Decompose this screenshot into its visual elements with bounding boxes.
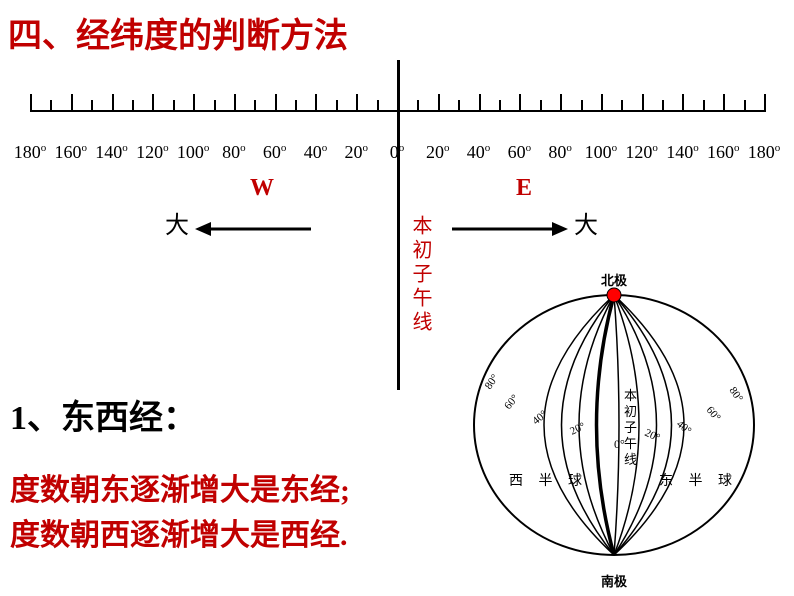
- scale-tick-minor: [581, 100, 583, 112]
- scale-tick-minor: [703, 100, 705, 112]
- scale-tick-minor: [377, 100, 379, 112]
- west-arrow-icon: [193, 217, 313, 241]
- scale-tick: [71, 94, 73, 112]
- scale-tick-minor: [662, 100, 664, 112]
- subtitle-text: 1、东西经：: [10, 400, 197, 437]
- west-big-label: 大: [165, 213, 189, 239]
- north-pole-label: 北极: [601, 270, 627, 289]
- scale-tick-minor: [91, 100, 93, 112]
- scale-tick-minor: [295, 100, 297, 112]
- scale-tick: [764, 94, 766, 112]
- scale-label: 40o: [304, 142, 328, 163]
- east-hemi-text: 东 半 球: [659, 473, 738, 489]
- west-letter: W: [250, 175, 274, 202]
- scale-label: 140o: [666, 142, 699, 163]
- scale-label: 60o: [508, 142, 532, 163]
- scale-tick-minor: [621, 100, 623, 112]
- scale-tick: [642, 94, 644, 112]
- scale-label: 80o: [548, 142, 572, 163]
- scale-label: 120o: [625, 142, 658, 163]
- subtitle: 1、东西经：: [10, 390, 197, 439]
- svg-text:20°: 20°: [568, 420, 587, 437]
- scale-tick-minor: [540, 100, 542, 112]
- scale-tick-minor: [336, 100, 338, 112]
- scale-tick: [479, 94, 481, 112]
- east-big-label: 大: [574, 213, 598, 239]
- rule-line-1: 度数朝东逐渐增大是东经;: [10, 465, 350, 509]
- rule2-text: 度数朝西逐渐增大是西经.: [10, 519, 348, 552]
- scale-tick: [30, 94, 32, 112]
- globe-diagram: 北极 80° 60° 40° 20° 0° 20° 40° 60° 80° 西 …: [454, 270, 774, 590]
- svg-text:60°: 60°: [704, 404, 723, 424]
- scale-tick-minor: [499, 100, 501, 112]
- scale-label: 0o: [390, 142, 405, 163]
- scale-tick: [682, 94, 684, 112]
- scale-label: 40o: [467, 142, 491, 163]
- scale-tick: [315, 94, 317, 112]
- scale-tick: [519, 94, 521, 112]
- scale-label: 60o: [263, 142, 287, 163]
- prime-meridian-label: 本初子午线: [406, 215, 435, 335]
- scale-labels-row: 180o160o140o120o100o80o60o40o20o0o20o40o…: [30, 140, 764, 170]
- scale-tick: [356, 94, 358, 112]
- scale-baseline: [30, 110, 764, 140]
- scale-tick-minor: [50, 100, 52, 112]
- scale-label: 140o: [95, 142, 128, 163]
- scale-tick: [275, 94, 277, 112]
- longitude-scale: 180o160o140o120o100o80o60o40o20o0o20o40o…: [30, 110, 764, 170]
- scale-label: 180o: [14, 142, 47, 163]
- west-arrow-group: 大 W: [165, 205, 313, 241]
- svg-text:80°: 80°: [727, 385, 746, 405]
- scale-tick: [397, 94, 399, 112]
- scale-label: 20o: [426, 142, 450, 163]
- scale-tick-minor: [458, 100, 460, 112]
- svg-text:20°: 20°: [643, 427, 662, 444]
- east-letter: E: [516, 175, 532, 202]
- scale-tick: [560, 94, 562, 112]
- rule1-text: 度数朝东逐渐增大是东经;: [10, 474, 350, 507]
- scale-tick: [234, 94, 236, 112]
- scale-label: 80o: [222, 142, 246, 163]
- rule-line-2: 度数朝西逐渐增大是西经.: [10, 510, 348, 554]
- svg-text:40°: 40°: [530, 408, 550, 427]
- globe-svg: 80° 60° 40° 20° 0° 20° 40° 60° 80° 西 半 球…: [454, 270, 774, 570]
- scale-tick: [601, 94, 603, 112]
- south-pole-label: 南极: [601, 571, 627, 590]
- scale-tick-minor: [214, 100, 216, 112]
- scale-tick: [723, 94, 725, 112]
- scale-tick: [112, 94, 114, 112]
- scale-label: 120o: [136, 142, 169, 163]
- east-arrow-group: E 大: [450, 205, 598, 241]
- title-text: 四、经纬度的判断方法: [8, 18, 348, 55]
- svg-text:40°: 40°: [674, 418, 694, 437]
- svg-text:60°: 60°: [502, 392, 521, 412]
- scale-tick: [438, 94, 440, 112]
- scale-tick: [193, 94, 195, 112]
- scale-tick-minor: [744, 100, 746, 112]
- scale-label: 20o: [344, 142, 368, 163]
- scale-tick-minor: [254, 100, 256, 112]
- scale-tick-minor: [417, 100, 419, 112]
- west-hemi-text: 西 半 球: [509, 473, 588, 489]
- scale-label: 160o: [707, 142, 740, 163]
- scale-tick-minor: [132, 100, 134, 112]
- east-arrow-icon: [450, 217, 570, 241]
- scale-tick-minor: [173, 100, 175, 112]
- scale-label: 100o: [177, 142, 210, 163]
- scale-label: 100o: [585, 142, 618, 163]
- page-title: 四、经纬度的判断方法: [8, 8, 348, 57]
- scale-tick: [152, 94, 154, 112]
- scale-label: 160o: [55, 142, 88, 163]
- scale-label: 180o: [748, 142, 781, 163]
